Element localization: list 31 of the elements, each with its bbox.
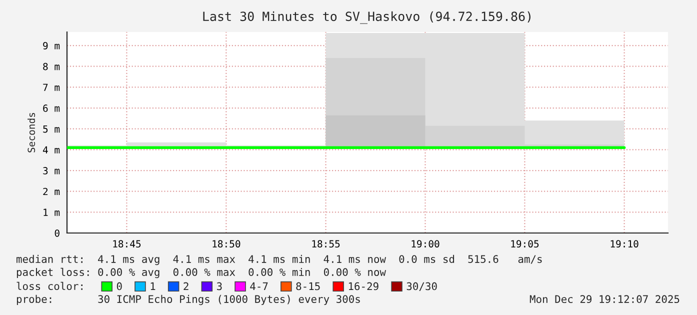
legend-label: 16-29 xyxy=(348,282,378,290)
legend-title: loss color: xyxy=(16,282,82,290)
x-tick-label: 19:10 xyxy=(610,240,638,248)
y-tick-label: 1 m xyxy=(44,208,60,216)
y-tick-label: 6 m xyxy=(43,104,60,112)
x-tick-label: 19:00 xyxy=(412,240,440,248)
y-tick-label: 2 m xyxy=(43,188,60,196)
legend-label: 4-7 xyxy=(250,282,268,290)
y-tick-label: 3 m xyxy=(43,167,60,174)
chart-title: Last 30 Minutes to SV_Haskovo (94.72.159.86) xyxy=(203,11,530,24)
legend-label: 8-15 xyxy=(296,282,320,290)
legend-label: 30/30 xyxy=(406,282,437,291)
x-tick-label: 18:50 xyxy=(212,240,240,248)
x-tick-label: 19:05 xyxy=(511,240,539,248)
y-tick-label: 9 m xyxy=(43,42,60,50)
x-tick-label: 18:55 xyxy=(312,240,340,248)
x-tick-label: 18:45 xyxy=(113,240,141,248)
legend-label: 3 xyxy=(216,282,222,290)
y-tick-label: 7 m xyxy=(43,84,60,91)
text: probe: 30 ICMP Echo Pings (1000 Bytes) every 300s xyxy=(16,294,360,306)
y-tick-label: 5 m xyxy=(43,125,60,133)
text: Mon Dec 29 19:12:07 2025 xyxy=(530,295,680,304)
legend-label: 1 xyxy=(150,282,156,290)
legend-label: 0 xyxy=(116,282,122,290)
y-tick-label: 0 xyxy=(54,230,60,237)
y-tick-label: 8 m xyxy=(43,62,60,70)
y-axis-title: Seconds xyxy=(28,112,36,152)
y-tick-label: 4 m xyxy=(42,146,60,154)
text: median rtt: 4.1 ms avg 4.1 ms max 4.1 ms min 4.1 ms now 0.0 ms sd 515.6 am/s xyxy=(16,254,542,266)
legend-label: 2 xyxy=(184,282,188,290)
text: packet loss: 0.00 % avg 0.00 % max 0.00 % min 0.00 % now xyxy=(16,268,386,278)
